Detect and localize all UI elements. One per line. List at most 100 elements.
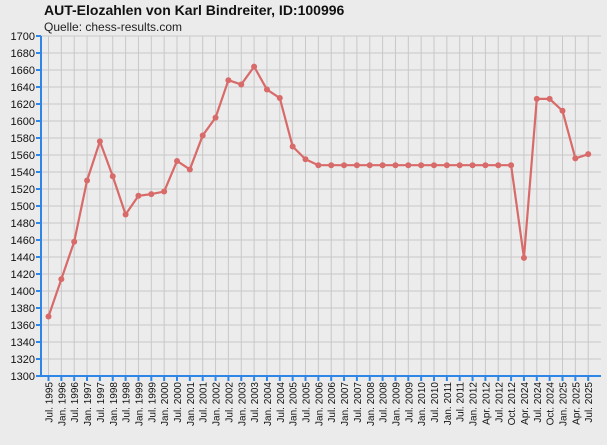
data-point: [263, 86, 270, 93]
data-point: [174, 157, 180, 164]
series-elo: [45, 63, 592, 320]
data-point: [482, 162, 489, 169]
x-tick-label: Jul. 2001: [199, 382, 210, 423]
data-point: [366, 162, 373, 169]
y-tick-label: 1540: [11, 167, 35, 179]
x-tick-label: Jul. 1998: [122, 382, 133, 423]
data-point: [161, 188, 168, 195]
x-tick-label: Jul. 2007: [353, 382, 364, 423]
x-tick-label: Jul. 2024: [533, 382, 544, 423]
data-point: [520, 254, 527, 261]
y-tick-label: 1440: [11, 252, 35, 264]
x-tick-label: Jan. 2008: [366, 382, 377, 426]
x-tick-label: Jan. 1998: [109, 382, 120, 426]
data-point: [392, 162, 399, 169]
y-tick-label: 1300: [11, 371, 35, 383]
x-tick-label: Jul. 1997: [96, 382, 107, 423]
x-tick-label: Jan. 2001: [186, 382, 197, 426]
data-point: [495, 162, 502, 169]
x-tick-label: Jul. 2002: [224, 382, 235, 423]
axes: [36, 35, 601, 381]
x-tick-labels: Jul. 1995 Jan. 1996 Jul. 1996 Jan. 1997 Jul.…: [45, 382, 596, 426]
x-tick-label: Jul. 2010: [430, 382, 441, 423]
x-tick-label: Jan. 2003: [237, 382, 248, 426]
x-tick-label: Jul. 2011: [456, 382, 467, 422]
y-tick-label: 1520: [11, 184, 35, 196]
data-point: [546, 95, 553, 102]
data-point: [508, 162, 515, 169]
x-tick-label: Jul. 2025: [584, 382, 595, 423]
x-tick-label: Jul. 1995: [45, 382, 56, 423]
data-point: [45, 313, 52, 320]
data-point: [122, 211, 129, 218]
x-tick-label: Jan. 1996: [57, 382, 68, 426]
data-point: [405, 162, 412, 169]
x-tick-label: Jan. 2002: [212, 382, 223, 426]
x-tick-label: Oct. 2024: [546, 382, 557, 426]
x-tick-label: Jan. 2010: [417, 382, 428, 426]
chart-subtitle: Quelle: chess-results.com: [44, 20, 183, 34]
data-point: [559, 107, 566, 114]
y-tick-label: 1400: [11, 286, 35, 298]
y-tick-label: 1560: [11, 150, 35, 162]
data-point: [572, 155, 579, 162]
data-point: [418, 162, 425, 169]
data-point: [186, 166, 193, 173]
y-tick-label: 1500: [11, 201, 35, 213]
x-tick-label: Jul. 2004: [276, 382, 287, 423]
y-tick-label: 1420: [11, 269, 35, 281]
y-tick-labels: 1300 1320 1340 1360 1380 1400 1420 1440 1460 1480…: [11, 31, 35, 383]
data-point: [328, 162, 335, 169]
data-point: [443, 162, 450, 169]
y-tick-label: 1660: [11, 65, 35, 77]
data-point: [289, 143, 296, 150]
data-point: [276, 95, 283, 102]
x-tick-label: Jan. 1999: [134, 382, 145, 426]
x-tick-label: Jan. 2006: [314, 382, 325, 426]
x-tick-label: Jul. 2012: [494, 382, 505, 423]
x-tick-label: Jan. 2007: [340, 382, 351, 426]
x-tick-label: Jul. 2006: [327, 382, 338, 423]
data-point: [431, 162, 437, 169]
data-point: [469, 162, 476, 169]
y-tick-label: 1380: [11, 303, 35, 315]
y-tick-label: 1700: [11, 31, 35, 43]
data-point: [96, 138, 103, 145]
data-point: [379, 162, 386, 169]
x-tick-label: Jan. 2009: [391, 382, 402, 426]
y-tick-label: 1640: [11, 82, 35, 94]
x-tick-label: Jul. 1999: [147, 382, 158, 423]
data-point: [315, 162, 322, 169]
x-tick-label: Jan. 2000: [160, 382, 171, 426]
data-point: [251, 63, 258, 70]
data-point: [135, 192, 142, 199]
y-tick-label: 1460: [11, 235, 35, 247]
data-point: [199, 132, 206, 139]
y-tick-label: 1480: [11, 218, 35, 230]
y-tick-label: 1680: [11, 48, 35, 60]
x-tick-label: Jan. 2004: [263, 382, 274, 426]
x-tick-label: Jan. 2025: [559, 382, 570, 426]
x-tick-label: Jul. 2005: [302, 382, 313, 423]
x-tick-label: Jul. 2009: [404, 382, 415, 423]
data-point: [302, 156, 309, 163]
data-point: [353, 162, 360, 169]
data-point: [148, 191, 155, 198]
y-tick-label: 1340: [11, 337, 35, 349]
y-tick-label: 1320: [11, 354, 35, 366]
x-tick-label: Jul. 2008: [379, 382, 390, 423]
data-point: [212, 114, 219, 121]
data-point: [533, 95, 540, 102]
x-tick-label: Jan. 1997: [83, 382, 94, 426]
x-tick-label: Jan. 2011: [443, 382, 454, 426]
data-point: [71, 238, 78, 245]
y-tick-label: 1360: [11, 320, 35, 332]
x-tick-label: Apr. 2024: [520, 382, 531, 425]
x-tick-label: Jul. 2000: [173, 382, 184, 423]
data-point: [585, 151, 592, 158]
grid-lines: [41, 35, 601, 377]
data-point: [84, 177, 91, 184]
data-point: [341, 162, 348, 169]
x-tick-label: Jul. 1996: [70, 382, 81, 423]
